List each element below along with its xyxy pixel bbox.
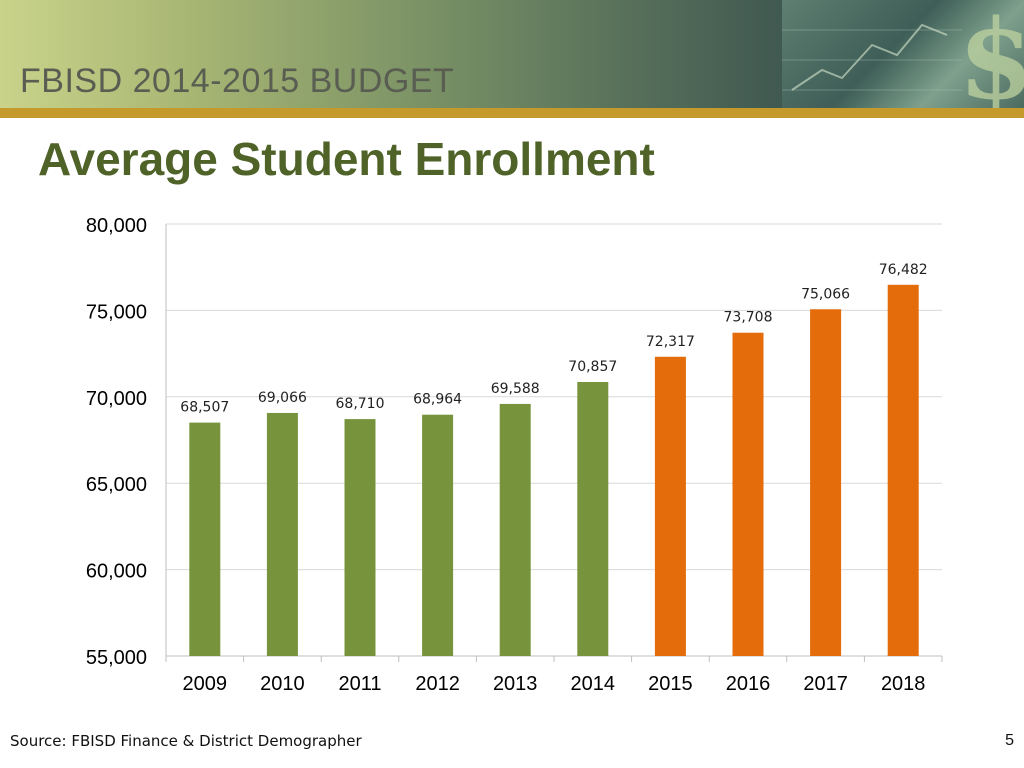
svg-text:$: $	[958, 0, 1024, 108]
accent-bar	[0, 108, 1024, 118]
money-chart-image: $	[782, 0, 1024, 108]
data-label: 73,708	[724, 310, 773, 326]
bar	[422, 414, 454, 656]
enrollment-bar-chart: 55,000 60,000 65,000 70,000 75,000 80,000 68,5…	[86, 215, 943, 695]
x-tick-label: 2012	[415, 673, 460, 695]
bar	[810, 309, 842, 656]
x-tick-label: 2013	[493, 673, 538, 695]
data-label: 68,964	[413, 392, 462, 408]
data-label: 76,482	[879, 262, 928, 278]
x-tick-label: 2018	[881, 673, 926, 695]
data-label: 68,507	[180, 400, 229, 416]
data-label: 70,857	[568, 359, 617, 375]
data-label: 75,066	[801, 286, 850, 302]
bar	[189, 422, 221, 656]
source-note: Source: FBISD Finance & District Demogra…	[10, 732, 362, 750]
data-label: 68,710	[336, 396, 385, 412]
page-number: 5	[1005, 732, 1014, 749]
y-tick-label: 65,000	[86, 474, 147, 496]
y-tick-label: 75,000	[86, 301, 147, 323]
bar	[732, 332, 764, 656]
x-tick-label: 2017	[803, 673, 848, 695]
header-banner: $ FBISD 2014-2015 BUDGET	[0, 0, 1024, 108]
x-tick-label: 2011	[338, 673, 381, 695]
y-tick-label: 80,000	[86, 215, 147, 237]
slide-title: Average Student Enrollment	[38, 133, 655, 185]
y-tick-label: 70,000	[86, 388, 147, 410]
x-tick-label: 2014	[571, 673, 616, 695]
bar	[499, 403, 531, 656]
bar	[654, 356, 686, 656]
y-tick-label: 60,000	[86, 561, 147, 583]
x-tick-label: 2015	[648, 673, 693, 695]
data-label: 72,317	[646, 334, 695, 350]
data-label: 69,066	[258, 390, 307, 406]
bar	[577, 381, 609, 656]
bar	[887, 284, 919, 656]
x-tick-label: 2009	[183, 673, 228, 695]
banner-title: FBISD 2014-2015 BUDGET	[20, 62, 455, 100]
x-tick-label: 2010	[260, 673, 305, 695]
y-tick-label: 55,000	[86, 647, 147, 669]
bar	[266, 412, 298, 656]
bar	[344, 419, 376, 656]
x-tick-label: 2016	[726, 673, 771, 695]
data-label: 69,588	[491, 381, 540, 397]
